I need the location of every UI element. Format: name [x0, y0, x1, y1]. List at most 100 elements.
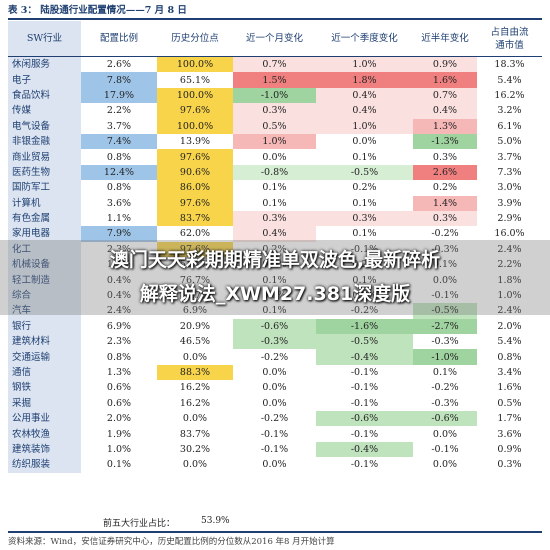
percentile-cell: 90.6%	[157, 164, 233, 181]
half-year-change-cell: -2.7%	[413, 318, 477, 335]
quarter-change-cell: 0.0%	[352, 136, 377, 148]
col-header-month-change: 近一个月变化	[245, 33, 303, 44]
free-float-cell: 5.0%	[497, 136, 522, 148]
free-float-cell: 2.9%	[497, 213, 522, 225]
percentile-cell: 97.6%	[157, 241, 233, 258]
half-year-change-cell: -1.3%	[413, 133, 477, 150]
percentile-cell: 97.6%	[157, 103, 233, 119]
top5-label: 前五大行业占比：	[103, 519, 176, 529]
industry-name-cell: 医药生物	[8, 164, 81, 181]
table-header-row: SW行业 配置比例 历史分位点 近一个月变化 近一个季度变化 近半年变化 占自由…	[8, 21, 542, 57]
ratio-cell: 0.6%	[106, 397, 132, 409]
percentile-cell: 6.9%	[182, 305, 208, 317]
percentile-cell: 13.9%	[179, 136, 211, 148]
quarter-change-cell: 0.1%	[352, 274, 377, 286]
industry-name-cell: 汽车	[8, 303, 81, 319]
ratio-cell: 2.3%	[106, 243, 132, 255]
col-header-percentile: 历史分位点	[171, 33, 219, 44]
table-row: 通信 1.3% 88.3% 0.0% -0.1% 0.1% 3.4%	[8, 364, 542, 381]
month-change-cell: 0.0%	[262, 151, 287, 163]
ratio-cell: 2.3%	[106, 336, 132, 348]
ratio-cell: 1.9%	[106, 428, 132, 440]
half-year-change-cell: -0.1%	[431, 443, 459, 455]
percentile-cell: 16.2%	[179, 382, 211, 394]
month-change-cell: -0.1%	[260, 428, 289, 440]
ratio-cell: 0.8%	[106, 151, 132, 163]
free-float-cell: 5.4%	[497, 74, 522, 86]
half-year-change-cell: -0.2%	[431, 228, 459, 240]
free-float-cell: 3.9%	[497, 197, 522, 209]
month-change-cell: 0.1%	[262, 197, 287, 209]
half-year-change-cell: 1.4%	[413, 195, 477, 211]
ratio-cell: 12.4%	[81, 164, 157, 181]
percentile-cell: 62.0%	[179, 228, 211, 240]
quarter-change-cell: -0.4%	[316, 349, 413, 365]
industry-name-cell: 电气设备	[8, 118, 81, 134]
half-year-change-cell: -0.3%	[431, 336, 459, 348]
ratio-cell: 7.8%	[81, 72, 157, 88]
table-row: 传媒 2.2% 97.6% 0.3% 0.4% 0.4% 3.2%	[8, 103, 542, 119]
half-year-change-cell: -1.0%	[413, 349, 477, 365]
table-row: 综合 0.4% 83.7% 0.1% 0.0% -0.1% 1.0%	[8, 287, 542, 304]
percentile-cell: 88.3%	[157, 364, 233, 381]
industry-name-cell: 银行	[8, 318, 81, 335]
quarter-change-cell: 0.1%	[352, 197, 377, 209]
half-year-change-cell: 0.2%	[432, 182, 458, 194]
half-year-change-cell: -0.5%	[413, 303, 477, 319]
free-float-cell: 1.6%	[497, 382, 522, 394]
free-float-cell: 16.0%	[494, 228, 525, 240]
month-change-cell: 0.0%	[262, 397, 287, 409]
table-row: 机械设备 1.5% 51.1% 0.1% 0.2% 0.1% 2.2%	[8, 257, 542, 273]
percentile-cell: 100.0%	[157, 87, 233, 104]
half-year-change-cell: 0.1%	[432, 367, 458, 378]
quarter-change-cell: -0.1%	[350, 397, 379, 409]
free-float-cell: 18.3%	[494, 59, 525, 71]
percentile-cell: 0.0%	[182, 413, 208, 425]
percentile-cell: 83.7%	[157, 210, 233, 227]
half-year-change-cell: -0.1%	[431, 290, 459, 302]
table-row: 采掘 0.6% 16.2% 0.0% -0.1% -0.3% 0.5%	[8, 395, 542, 411]
half-year-change-cell: 1.3%	[413, 118, 477, 134]
percentile-cell: 76.7%	[179, 274, 211, 286]
month-change-cell: 1.5%	[233, 72, 316, 88]
month-change-cell: 0.3%	[233, 103, 316, 119]
half-year-change-cell: 0.7%	[413, 87, 477, 104]
percentile-cell: 20.9%	[179, 320, 211, 332]
month-change-cell: 0.1%	[262, 274, 287, 286]
half-year-change-cell: 0.4%	[413, 103, 477, 119]
percentile-cell: 97.6%	[157, 195, 233, 211]
month-change-cell: 1.0%	[233, 133, 316, 150]
half-year-change-cell: -0.6%	[413, 410, 477, 427]
month-change-cell: -1.0%	[233, 87, 316, 104]
free-float-cell: 6.1%	[497, 120, 522, 132]
ratio-cell: 6.9%	[106, 320, 132, 332]
table-row: 电气设备 3.7% 100.0% 0.5% 1.0% 1.3% 6.1%	[8, 118, 542, 134]
table-footer: 前五大行业占比： 53.9%	[8, 516, 542, 530]
half-year-change-cell: 0.3%	[432, 151, 458, 163]
ratio-cell: 3.6%	[106, 197, 132, 209]
free-float-cell: 0.8%	[497, 351, 522, 363]
free-float-cell: 0.3%	[497, 459, 522, 471]
month-change-cell: -0.8%	[233, 164, 316, 181]
table-row: 食品饮料 17.9% 100.0% -1.0% 0.4% 0.7% 16.2%	[8, 87, 542, 104]
free-float-cell: 2.0%	[497, 320, 522, 332]
industry-name-cell: 国防军工	[8, 180, 81, 196]
half-year-change-cell: -0.3%	[431, 397, 459, 409]
percentile-cell: 65.1%	[179, 74, 211, 86]
month-change-cell: 0.1%	[262, 290, 287, 302]
free-float-cell: 7.3%	[497, 166, 522, 178]
table-row: 家用电器 7.9% 62.0% 0.4% 0.1% -0.2% 16.0%	[8, 226, 542, 242]
free-float-cell: 0.9%	[497, 443, 522, 455]
overlay-caption-line2: 解释说法_XWM27.381深度版	[139, 283, 411, 305]
industry-name-cell: 建筑材料	[8, 334, 81, 350]
industry-name-cell: 家用电器	[8, 226, 81, 242]
percentile-cell: 0.0%	[182, 351, 208, 363]
ratio-cell: 0.8%	[106, 182, 132, 194]
free-float-cell: 0.5%	[497, 397, 522, 409]
ratio-cell: 2.4%	[106, 305, 132, 317]
overlay-caption-line1: 澳门天天彩期期精准单双波色,最新碎析	[109, 249, 441, 271]
percentile-cell: 97.6%	[157, 149, 233, 165]
free-float-cell: 3.2%	[497, 105, 522, 117]
quarter-change-cell: 1.0%	[316, 56, 413, 73]
free-float-cell: 3.7%	[497, 151, 522, 163]
